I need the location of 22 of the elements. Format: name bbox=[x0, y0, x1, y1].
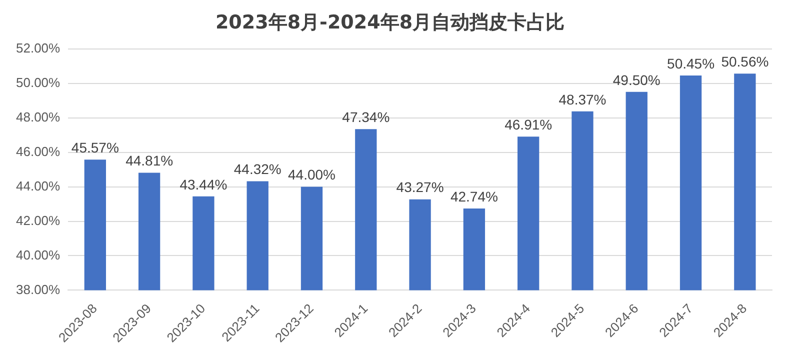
data-label: 44.81% bbox=[126, 152, 174, 169]
data-label: 43.44% bbox=[180, 176, 228, 192]
data-label: 45.57% bbox=[71, 140, 119, 156]
y-tick-label: 46.00% bbox=[16, 144, 61, 159]
y-tick-label: 44.00% bbox=[16, 178, 61, 194]
data-label: 47.34% bbox=[342, 109, 390, 126]
data-label: 50.56% bbox=[721, 53, 769, 70]
y-tick-label: 40.00% bbox=[16, 247, 61, 262]
y-tick-label: 48.00% bbox=[16, 109, 61, 124]
data-label: 44.32% bbox=[234, 161, 282, 178]
y-tick-label: 38.00% bbox=[16, 282, 61, 297]
y-tick-label: 42.00% bbox=[16, 212, 61, 228]
data-label: 42.74% bbox=[450, 188, 498, 204]
data-label: 46.91% bbox=[504, 116, 552, 132]
chart-title: 2023年8月-2024年8月自动挡皮卡占比 bbox=[215, 11, 565, 34]
data-label: 48.37% bbox=[558, 91, 606, 108]
y-tick-label: 50.00% bbox=[16, 74, 61, 90]
data-label: 49.50% bbox=[612, 72, 660, 88]
data-label: 43.27% bbox=[396, 179, 444, 196]
data-label: 50.45% bbox=[667, 55, 715, 72]
y-tick-label: 52.00% bbox=[16, 40, 61, 56]
data-label: 44.00% bbox=[288, 166, 336, 183]
